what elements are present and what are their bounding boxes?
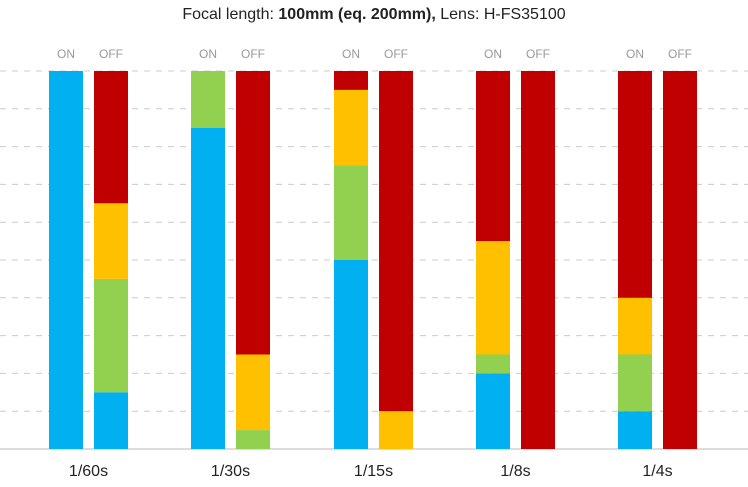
bar-segment-off-2-3: [379, 71, 413, 412]
bar-segment-on-2-0: [334, 260, 368, 449]
category-label: 1/60s: [69, 463, 108, 480]
title-suffix: Lens: H-FS35100: [435, 6, 566, 23]
bar-label-off: OFF: [241, 47, 265, 61]
bar-label-off: OFF: [668, 47, 692, 61]
bar-segment-on-4-0: [618, 411, 652, 449]
bar-segment-off-2-2: [379, 411, 413, 449]
labels: ON OFF 1/60s ON OFF 1/30s ON OFF 1/15s ON OFF 1/8s O…: [57, 47, 692, 480]
category-label: 1/8s: [500, 463, 530, 480]
bar-label-off: OFF: [526, 47, 550, 61]
category-label: 1/4s: [642, 463, 672, 480]
bar-segment-off-1-1: [236, 430, 270, 449]
bar-segment-on-4-3: [618, 71, 652, 298]
chart-title: Focal length: 100mm (eq. 200mm), Lens: H…: [0, 6, 748, 24]
bar-label-on: ON: [626, 47, 644, 61]
bar-segment-on-3-1: [476, 354, 510, 374]
bar-segment-on-3-3: [476, 71, 510, 242]
category-label: 1/30s: [211, 463, 250, 480]
bar-segment-off-0-2: [94, 203, 128, 279]
bar-segment-off-0-3: [94, 71, 128, 204]
title-prefix: Focal length:: [182, 6, 279, 23]
category-label: 1/15s: [354, 463, 393, 480]
bar-label-off: OFF: [99, 47, 123, 61]
bar-segment-on-4-2: [618, 297, 652, 355]
bar-label-on: ON: [342, 47, 360, 61]
bar-label-off: OFF: [384, 47, 408, 61]
bar-label-on: ON: [57, 47, 75, 61]
bar-label-on: ON: [484, 47, 502, 61]
bar-label-on: ON: [199, 47, 217, 61]
bar-segment-on-2-2: [334, 89, 368, 166]
bars: [49, 71, 697, 449]
bar-segment-off-0-1: [94, 278, 128, 393]
bar-segment-on-2-1: [334, 165, 368, 260]
bar-segment-off-1-3: [236, 71, 270, 355]
bar-segment-off-4-3: [663, 71, 697, 449]
bar-segment-on-3-2: [476, 241, 510, 355]
bar-segment-on-0-0: [49, 71, 83, 449]
bar-segment-off-3-3: [521, 71, 555, 449]
title-bold: 100mm (eq. 200mm),: [278, 6, 436, 23]
bar-segment-on-4-1: [618, 354, 652, 412]
bar-segment-on-3-0: [476, 373, 510, 449]
bar-segment-on-2-3: [334, 71, 368, 90]
bar-segment-off-1-2: [236, 354, 270, 431]
bar-segment-on-1-1: [191, 71, 225, 128]
bar-segment-off-0-0: [94, 392, 128, 449]
bar-segment-on-1-0: [191, 127, 225, 449]
